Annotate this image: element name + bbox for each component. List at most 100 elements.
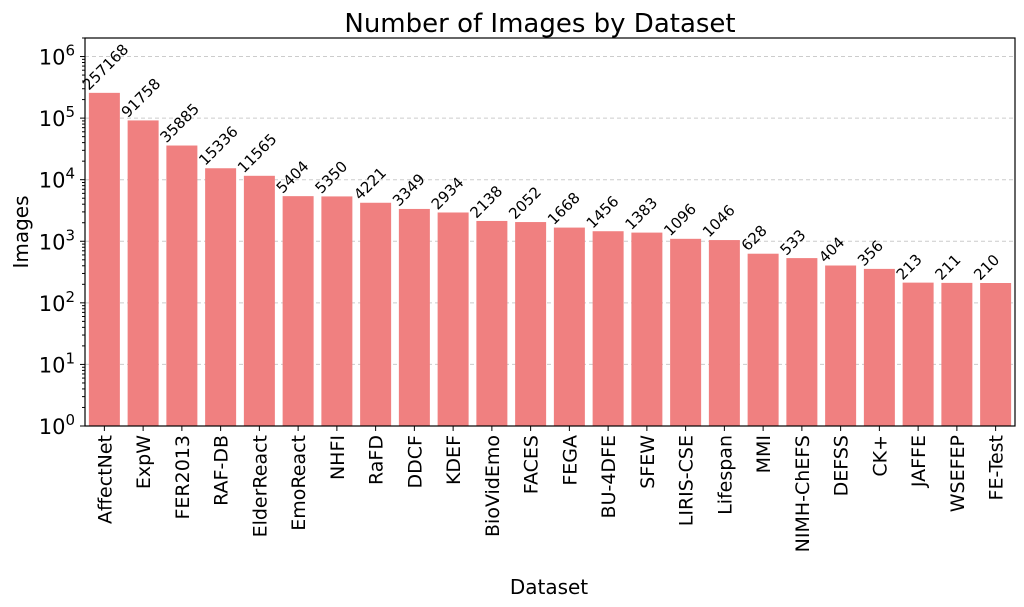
y-tick-exponent: 2 <box>65 288 75 306</box>
bar <box>863 268 895 426</box>
bar <box>515 222 547 426</box>
data-label: 2052 <box>505 183 545 223</box>
bar <box>708 240 740 426</box>
x-tick-label: NHFI <box>327 435 349 480</box>
bar <box>321 196 353 426</box>
bar-layer <box>88 92 1012 426</box>
bar <box>902 282 934 426</box>
data-label: 1668 <box>544 189 584 229</box>
data-label: 1383 <box>621 194 661 234</box>
bar <box>476 220 508 426</box>
x-tick-label: SFEW <box>637 435 659 489</box>
bar <box>243 175 275 426</box>
data-label: 211 <box>931 251 964 284</box>
data-label: 4221 <box>350 164 390 204</box>
bar <box>592 231 624 426</box>
x-tick-label: BU-4DFE <box>598 435 620 518</box>
bar <box>786 258 818 426</box>
data-label: 213 <box>893 250 926 283</box>
y-tick-base: 10 <box>39 169 66 193</box>
data-label: 257168 <box>79 40 132 93</box>
y-tick-label: 100 <box>39 411 75 439</box>
bar <box>980 283 1012 426</box>
x-tick-label: FACES <box>521 435 543 494</box>
data-label: 2138 <box>466 182 506 222</box>
y-tick-exponent: 5 <box>65 103 75 121</box>
bar <box>166 145 198 426</box>
data-label: 35885 <box>156 100 202 146</box>
x-tick-label: DDCF <box>404 435 426 488</box>
x-tick-label: AffectNet <box>94 435 116 524</box>
x-tick-label: LIRIS-CSE <box>676 435 698 526</box>
x-tick-label: Lifespan <box>714 435 736 515</box>
y-tick-base: 10 <box>39 230 66 254</box>
y-tick-base: 10 <box>39 292 66 316</box>
y-tick-exponent: 1 <box>65 349 75 367</box>
data-label: 1096 <box>660 200 700 240</box>
bar <box>670 238 702 426</box>
bar <box>205 168 237 426</box>
y-tick-exponent: 3 <box>65 226 75 244</box>
x-tick-label: JAFFE <box>908 435 930 488</box>
data-label: 2934 <box>428 174 468 214</box>
grid-layer <box>85 56 1015 365</box>
bar <box>437 212 469 426</box>
data-label: 5350 <box>311 158 351 198</box>
x-tick-label: FE-Test <box>986 435 1008 500</box>
data-label: 11565 <box>234 130 280 176</box>
data-label: 404 <box>815 233 848 266</box>
data-label: 1046 <box>699 201 739 241</box>
y-axis-label: Images <box>9 195 33 268</box>
data-label: 533 <box>776 226 809 259</box>
x-tick-label: RaFD <box>366 435 388 485</box>
x-tick-label: EmoReact <box>288 435 310 531</box>
y-tick-base: 10 <box>39 107 66 131</box>
bar <box>825 265 857 426</box>
bar <box>360 202 392 426</box>
x-tick-label: FEGA <box>559 435 581 486</box>
bar <box>941 282 973 426</box>
bar <box>747 253 779 426</box>
x-tick-label: ExpW <box>133 435 155 489</box>
y-tick-label: 104 <box>39 165 75 193</box>
x-tick-label: ElderReact <box>249 435 271 537</box>
y-tick-base: 10 <box>39 353 66 377</box>
x-tick-label: WSEFEP <box>947 435 969 512</box>
bar <box>631 232 663 426</box>
y-tick-label: 102 <box>39 288 75 316</box>
data-label: 5404 <box>273 157 313 197</box>
bar <box>553 227 585 426</box>
bar <box>398 208 430 426</box>
y-tick-label: 101 <box>39 349 75 377</box>
x-tick-label: MMI <box>753 435 775 473</box>
bar <box>282 196 314 426</box>
y-tick-label: 106 <box>39 42 75 70</box>
plot-frame <box>84 37 1016 427</box>
y-tick-base: 10 <box>39 46 66 70</box>
data-label: 3349 <box>389 170 429 210</box>
data-label: 91758 <box>118 75 164 121</box>
y-tick-exponent: 4 <box>65 165 75 183</box>
x-tick-label: CK+ <box>869 435 891 477</box>
y-tick-base: 10 <box>39 415 66 439</box>
y-tick-label: 103 <box>39 226 75 254</box>
x-tick-label: FER2013 <box>172 435 194 520</box>
bar <box>88 92 120 426</box>
x-tick-label: DEFSS <box>831 435 853 496</box>
x-tick-label: RAF-DB <box>211 435 233 506</box>
x-axis-label: Dataset <box>510 575 588 599</box>
x-tick-label: BioVidEmo <box>482 435 504 537</box>
data-label: 628 <box>738 222 771 255</box>
y-tick-label: 105 <box>39 103 75 131</box>
x-tick-label: NIMH-ChEFS <box>792 435 814 552</box>
chart-title: Number of Images by Dataset <box>344 9 735 39</box>
bar <box>127 120 159 426</box>
data-label: 1456 <box>583 192 623 232</box>
y-tick-exponent: 0 <box>65 411 75 429</box>
x-tick-label: KDEF <box>443 435 465 485</box>
data-label: 210 <box>970 251 1003 284</box>
y-tick-exponent: 6 <box>65 42 75 60</box>
x-axis: AffectNet ExpW FER2013 RAF-DB ElderReact EmoR… <box>94 426 1008 552</box>
